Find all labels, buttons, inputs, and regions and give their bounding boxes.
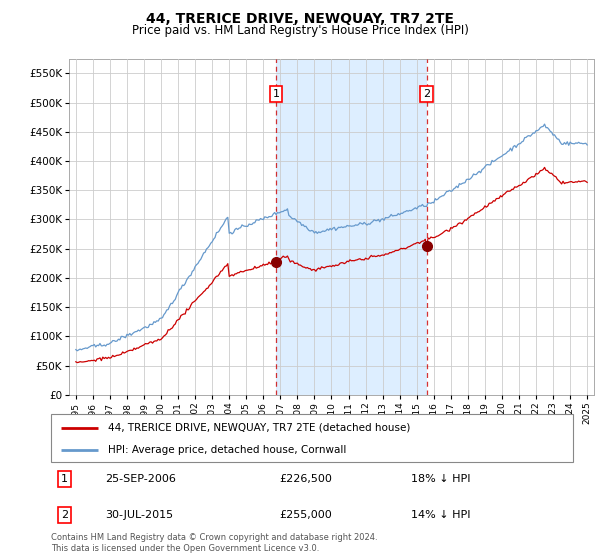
Text: 1: 1: [61, 474, 68, 484]
Text: 30-JUL-2015: 30-JUL-2015: [105, 510, 173, 520]
Text: 1: 1: [272, 89, 280, 99]
Text: £226,500: £226,500: [279, 474, 332, 484]
Text: 25-SEP-2006: 25-SEP-2006: [105, 474, 176, 484]
Text: 2: 2: [61, 510, 68, 520]
Text: 2: 2: [423, 89, 430, 99]
Bar: [276, 59, 427, 395]
Text: 14% ↓ HPI: 14% ↓ HPI: [411, 510, 470, 520]
Text: HPI: Average price, detached house, Cornwall: HPI: Average price, detached house, Corn…: [109, 445, 347, 455]
Text: Contains HM Land Registry data © Crown copyright and database right 2024.
This d: Contains HM Land Registry data © Crown c…: [51, 533, 377, 553]
Text: 44, TRERICE DRIVE, NEWQUAY, TR7 2TE (detached house): 44, TRERICE DRIVE, NEWQUAY, TR7 2TE (det…: [109, 423, 411, 433]
Text: Price paid vs. HM Land Registry's House Price Index (HPI): Price paid vs. HM Land Registry's House …: [131, 24, 469, 36]
Text: 44, TRERICE DRIVE, NEWQUAY, TR7 2TE: 44, TRERICE DRIVE, NEWQUAY, TR7 2TE: [146, 12, 454, 26]
Text: £255,000: £255,000: [279, 510, 332, 520]
Text: 18% ↓ HPI: 18% ↓ HPI: [411, 474, 470, 484]
